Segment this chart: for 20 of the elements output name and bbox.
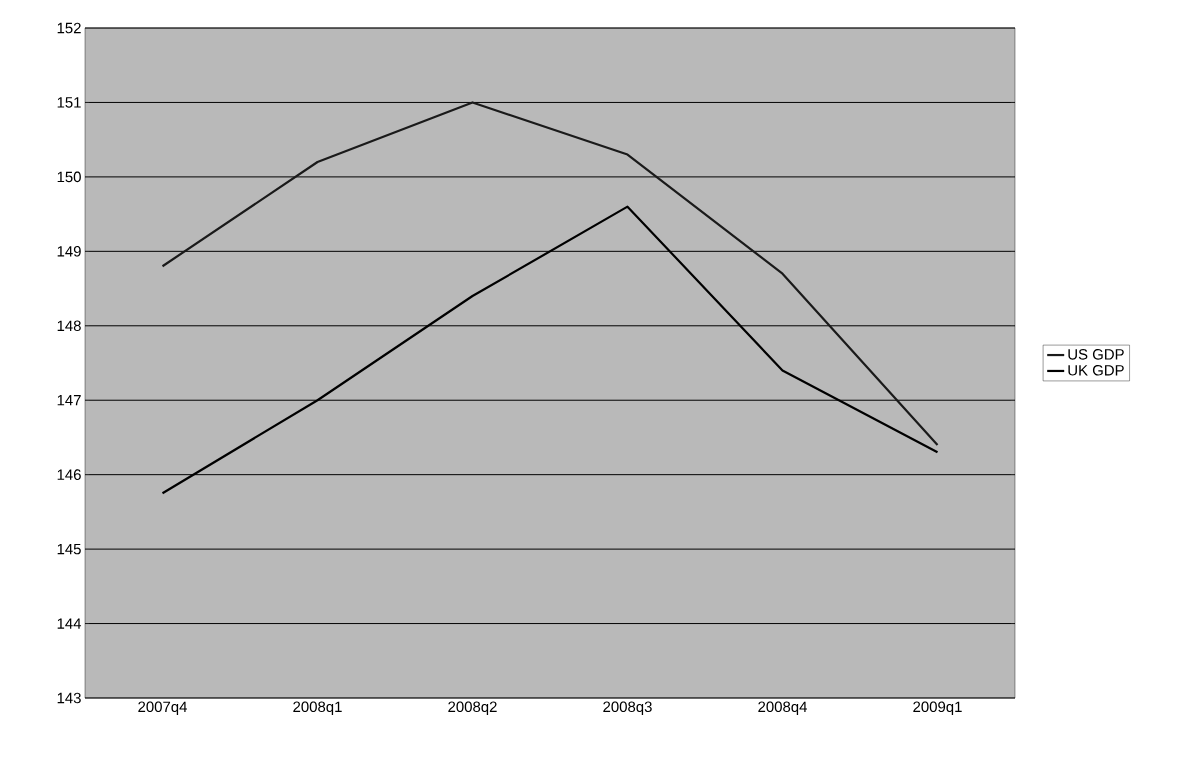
y-tick-label: 152: [57, 22, 81, 34]
x-tick-label: 2008q1: [293, 701, 342, 716]
line-series: [161, 205, 939, 495]
y-tick-label: 148: [57, 320, 81, 332]
y-tick-label: 144: [57, 618, 82, 629]
y-tick-label: 147: [57, 395, 81, 406]
x-tick-label: 2008q3: [603, 701, 652, 716]
x-tick-label: 2008q4: [758, 701, 807, 716]
y-tick-label: 150: [57, 171, 81, 183]
legend-label: UK GDP: [1068, 364, 1124, 376]
legend-label: US GDP: [1068, 349, 1124, 360]
x-tick-label: 2009q1: [913, 701, 962, 716]
x-tick-label: 2008q2: [448, 701, 497, 716]
y-tick-label: 151: [57, 97, 81, 108]
y-tick-label: 146: [57, 469, 81, 480]
line-series: [161, 101, 939, 446]
y-tick-label: 145: [57, 543, 81, 555]
y-tick-label: 149: [57, 246, 81, 257]
x-tick-label: 2007q4: [138, 701, 187, 716]
y-tick-label: 143: [57, 692, 81, 704]
